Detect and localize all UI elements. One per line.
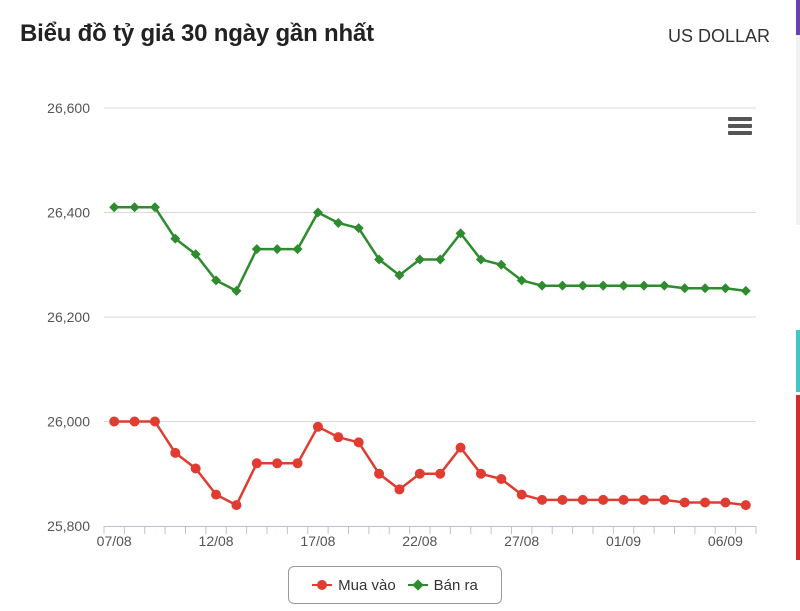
sell-data-point <box>679 283 690 294</box>
x-tick-label: 22/08 <box>402 533 437 549</box>
hamburger-menu-icon[interactable] <box>726 114 754 140</box>
sell-data-point <box>211 275 222 286</box>
legend-item-sell[interactable]: Bán ra <box>407 576 478 594</box>
buy-data-point <box>435 468 446 479</box>
legend-buy-swatch <box>312 579 333 591</box>
y-tick-label: 26,600 <box>47 100 90 116</box>
buy-data-point <box>598 494 609 505</box>
sell-data-point <box>455 228 466 239</box>
buy-data-point <box>475 468 486 479</box>
buy-data-point <box>292 458 303 469</box>
sell-data-point <box>231 285 242 296</box>
x-tick-label: 12/08 <box>199 533 234 549</box>
x-tick-label: 06/09 <box>708 533 743 549</box>
legend-sell-label: Bán ra <box>433 576 478 594</box>
sell-data-point <box>537 280 548 291</box>
sell-data-point <box>129 202 140 213</box>
buy-data-point <box>557 494 568 505</box>
legend-item-buy[interactable]: Mua vào <box>312 577 396 594</box>
sell-data-point <box>496 259 507 270</box>
buy-data-point <box>231 500 242 511</box>
buy-data-point <box>618 494 629 505</box>
sell-data-point <box>659 280 670 291</box>
buy-data-point <box>211 489 222 500</box>
chart-legend: Mua vào Bán ra <box>288 566 502 604</box>
buy-data-point <box>312 421 323 432</box>
sell-data-point <box>414 254 425 265</box>
legend-sell-swatch <box>407 579 428 591</box>
page-edge-strip <box>796 330 800 392</box>
buy-data-point <box>496 473 507 484</box>
sell-series-line <box>114 206 746 293</box>
y-tick-label: 25,800 <box>47 518 90 534</box>
buy-data-point <box>272 458 283 469</box>
buy-data-point <box>129 416 140 427</box>
buy-data-point <box>414 468 425 479</box>
sell-data-point <box>149 202 160 213</box>
sell-data-point <box>109 202 120 213</box>
sell-data-point <box>374 254 385 265</box>
page-title: Biểu đồ tỷ giá 30 ngày gần nhất <box>20 20 374 47</box>
buy-data-point <box>700 497 711 508</box>
sell-data-point <box>333 217 344 228</box>
currency-label: US DOLLAR <box>667 26 770 46</box>
x-tick-label: 17/08 <box>300 533 335 549</box>
page-edge-strip <box>796 0 800 35</box>
x-tick-label: 27/08 <box>504 533 539 549</box>
buy-data-point <box>659 494 670 505</box>
buy-data-point <box>333 432 344 443</box>
menu-bar <box>728 124 752 128</box>
sell-data-point <box>353 223 364 234</box>
buy-data-point <box>170 447 181 458</box>
sell-data-point <box>516 275 527 286</box>
buy-data-point <box>577 494 588 505</box>
sell-data-point <box>577 280 588 291</box>
y-tick-label: 26,400 <box>47 205 90 221</box>
sell-data-point <box>598 280 609 291</box>
y-tick-label: 26,000 <box>47 414 90 430</box>
menu-bar <box>728 131 752 135</box>
sell-data-point <box>190 249 201 260</box>
sell-data-point <box>435 254 446 265</box>
sell-data-point <box>292 244 303 255</box>
legend-buy-label: Mua vào <box>338 576 396 594</box>
buy-data-point <box>190 463 201 474</box>
x-tick-label: 01/09 <box>606 533 641 549</box>
exchange-rate-chart: 25,800 26,000 26,200 26,400 26,600 07/08 12/08… <box>47 100 757 549</box>
buy-series-line <box>114 420 746 507</box>
sell-data-point <box>557 280 568 291</box>
sell-data-point <box>720 283 731 294</box>
buy-data-point <box>251 458 262 469</box>
sell-data-point <box>740 285 751 296</box>
buy-data-point <box>374 468 385 479</box>
sell-data-point <box>272 244 283 255</box>
buy-data-point <box>516 489 527 500</box>
chart-header: Biểu đồ tỷ giá 30 ngày gần nhất US DOLLA… <box>0 0 800 70</box>
page-edge-strip <box>796 395 800 560</box>
sell-data-point <box>618 280 629 291</box>
sell-data-point <box>170 233 181 244</box>
buy-data-point <box>720 497 731 508</box>
sell-data-point <box>251 244 262 255</box>
buy-data-point <box>149 416 160 427</box>
buy-data-point <box>740 500 751 511</box>
sell-data-point <box>475 254 486 265</box>
y-tick-label: 26,200 <box>47 309 90 325</box>
x-tick-label: 07/08 <box>97 533 132 549</box>
sell-data-point <box>700 283 711 294</box>
buy-data-point <box>353 437 364 448</box>
buy-data-point <box>537 494 548 505</box>
buy-data-point <box>394 484 405 495</box>
page-edge-strip <box>796 35 800 225</box>
buy-data-point <box>638 494 649 505</box>
buy-data-point <box>109 416 120 427</box>
menu-bar <box>728 117 752 121</box>
sell-data-point <box>394 270 405 281</box>
buy-data-point <box>679 497 690 508</box>
sell-data-point <box>638 280 649 291</box>
buy-data-point <box>455 442 466 453</box>
sell-data-point <box>312 207 323 218</box>
